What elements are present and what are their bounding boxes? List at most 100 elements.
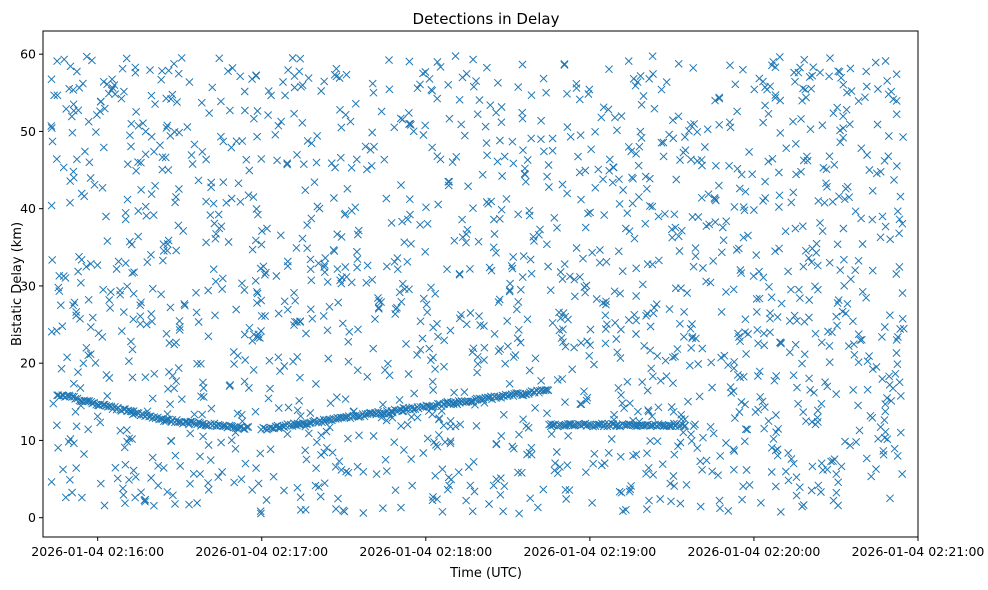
data-point bbox=[134, 158, 142, 167]
data-point bbox=[402, 339, 410, 348]
data-point bbox=[142, 211, 151, 220]
data-point bbox=[466, 481, 475, 490]
data-point bbox=[714, 471, 722, 480]
data-point bbox=[382, 194, 391, 203]
data-point bbox=[473, 360, 482, 369]
data-point bbox=[736, 337, 745, 346]
data-point bbox=[308, 314, 317, 323]
data-point bbox=[167, 418, 176, 426]
data-point bbox=[695, 392, 704, 401]
data-point bbox=[416, 402, 425, 411]
data-point bbox=[469, 55, 478, 64]
data-point bbox=[252, 464, 261, 473]
data-point bbox=[198, 147, 207, 156]
data-point bbox=[536, 135, 545, 144]
data-point bbox=[548, 134, 557, 143]
data-point bbox=[660, 209, 669, 218]
data-point bbox=[581, 166, 590, 175]
data-point bbox=[139, 119, 147, 128]
data-point bbox=[406, 210, 414, 219]
data-point bbox=[668, 116, 677, 125]
data-point bbox=[880, 416, 889, 425]
data-point bbox=[808, 462, 817, 471]
data-point bbox=[685, 361, 694, 370]
data-point bbox=[204, 441, 213, 449]
data-point bbox=[174, 69, 183, 78]
data-point bbox=[393, 303, 401, 312]
data-point bbox=[556, 314, 565, 323]
data-point bbox=[562, 495, 571, 503]
data-point bbox=[638, 378, 647, 387]
data-point bbox=[656, 495, 665, 503]
data-point bbox=[111, 463, 120, 472]
data-point bbox=[711, 161, 720, 170]
data-point bbox=[816, 488, 825, 496]
data-point bbox=[694, 213, 703, 221]
data-point bbox=[515, 509, 524, 518]
data-point bbox=[670, 210, 679, 219]
data-point bbox=[600, 211, 609, 220]
data-point bbox=[722, 287, 730, 296]
data-point bbox=[509, 253, 518, 261]
data-point bbox=[225, 421, 234, 430]
data-point bbox=[834, 478, 843, 487]
data-point bbox=[212, 229, 221, 238]
data-point bbox=[795, 294, 804, 303]
data-point bbox=[214, 210, 223, 219]
data-point bbox=[674, 112, 683, 121]
data-point bbox=[119, 490, 128, 499]
data-point bbox=[296, 317, 305, 326]
data-point bbox=[898, 219, 907, 228]
data-point bbox=[439, 421, 448, 430]
data-point bbox=[687, 430, 695, 439]
data-point bbox=[836, 266, 845, 275]
data-point bbox=[154, 461, 163, 470]
data-point bbox=[644, 407, 653, 416]
data-point bbox=[727, 388, 736, 397]
data-point bbox=[759, 77, 767, 86]
data-point bbox=[99, 77, 108, 86]
data-point bbox=[691, 334, 700, 343]
data-point bbox=[634, 161, 643, 170]
data-point bbox=[74, 368, 82, 377]
data-point bbox=[650, 303, 659, 312]
data-point bbox=[196, 452, 204, 461]
data-point bbox=[884, 152, 893, 161]
data-point bbox=[568, 421, 577, 430]
y-tick-label: 40 bbox=[20, 201, 36, 216]
data-point bbox=[525, 366, 534, 375]
data-point bbox=[57, 364, 66, 373]
data-point bbox=[341, 395, 350, 404]
data-point bbox=[737, 170, 746, 179]
data-point bbox=[254, 330, 263, 339]
data-point bbox=[312, 464, 321, 473]
data-point bbox=[580, 387, 588, 396]
data-point bbox=[563, 420, 572, 429]
data-point bbox=[816, 68, 824, 77]
data-point bbox=[119, 308, 128, 317]
data-point bbox=[337, 232, 346, 241]
data-point bbox=[284, 66, 293, 75]
data-point bbox=[48, 255, 57, 264]
data-point bbox=[74, 267, 83, 276]
data-point bbox=[718, 223, 727, 232]
data-point bbox=[570, 275, 579, 284]
data-point bbox=[123, 195, 132, 204]
data-point bbox=[96, 479, 105, 488]
data-point bbox=[729, 364, 738, 373]
data-point bbox=[497, 118, 506, 127]
data-point bbox=[157, 75, 166, 84]
data-point bbox=[555, 326, 564, 335]
data-point bbox=[369, 432, 378, 440]
data-point bbox=[676, 156, 684, 164]
data-point bbox=[100, 501, 109, 510]
data-point bbox=[502, 194, 511, 203]
data-point bbox=[617, 112, 626, 121]
data-point bbox=[346, 117, 355, 126]
data-point bbox=[172, 377, 181, 386]
data-point bbox=[671, 284, 680, 293]
data-point bbox=[828, 197, 837, 206]
data-point bbox=[351, 203, 360, 212]
data-point bbox=[849, 385, 858, 394]
y-tick-label: 10 bbox=[20, 433, 36, 448]
